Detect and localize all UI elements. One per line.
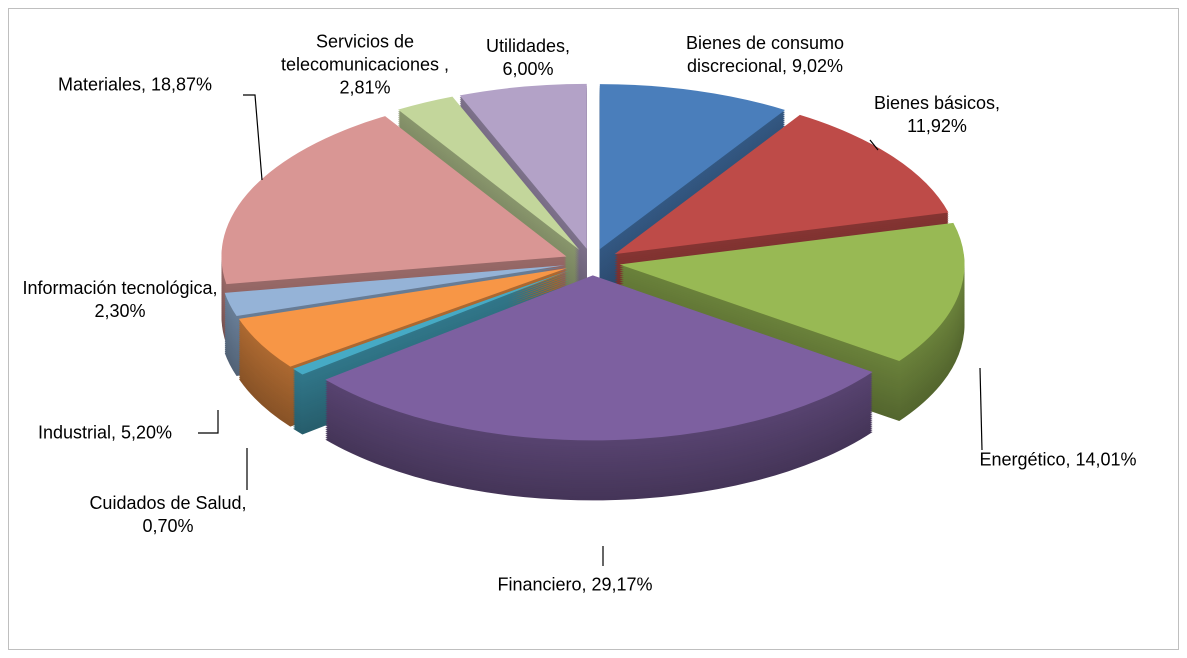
leader-line bbox=[198, 410, 219, 434]
slice bbox=[619, 222, 965, 362]
data-label: Industrial, 5,20% bbox=[37, 422, 173, 443]
slice bbox=[325, 275, 873, 441]
leader-line bbox=[243, 94, 263, 181]
slice bbox=[224, 265, 565, 316]
slice bbox=[238, 268, 568, 367]
slices bbox=[221, 83, 965, 501]
slice bbox=[398, 96, 580, 251]
leader-line bbox=[979, 367, 983, 451]
slice bbox=[599, 84, 786, 250]
slice-side bbox=[224, 267, 565, 318]
data-label: Financiero, 29,17% bbox=[497, 574, 653, 595]
data-label: Energético, 14,01% bbox=[979, 449, 1137, 470]
data-label: Utilidades, 6,00% bbox=[485, 36, 571, 79]
slice bbox=[293, 270, 570, 375]
slice bbox=[459, 83, 587, 249]
data-label: Cuidados de Salud, 0,70% bbox=[89, 493, 247, 536]
data-label: Bienes básicos, 11,92% bbox=[873, 93, 1001, 136]
leader-lines bbox=[198, 94, 983, 566]
slice bbox=[221, 116, 567, 285]
data-label: Información tecnológica, 2,30% bbox=[22, 278, 218, 321]
data-label: Servicios de telecomunicaciones , 2,81% bbox=[280, 31, 450, 98]
leader-line bbox=[869, 139, 879, 151]
data-label: Bienes de consumo discrecional, 9,02% bbox=[685, 33, 845, 76]
data-label: Materiales, 18,87% bbox=[57, 74, 213, 95]
slice bbox=[614, 114, 949, 255]
